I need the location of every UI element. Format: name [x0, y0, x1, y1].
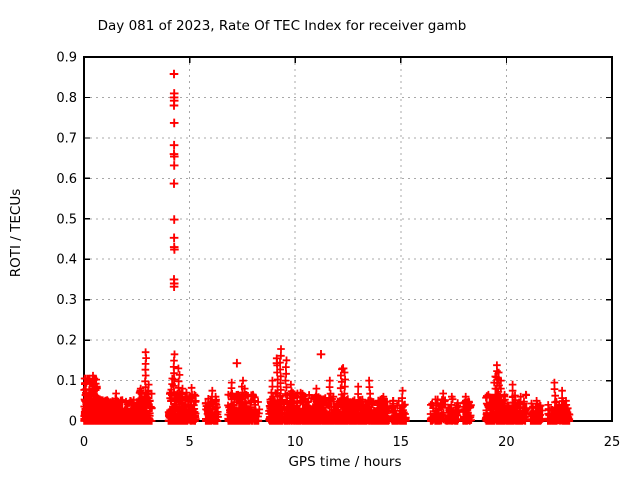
x-axis-label: GPS time / hours — [288, 454, 401, 470]
spike-column-points — [80, 345, 567, 417]
y-tick-label: 0.2 — [56, 334, 77, 349]
plot-border — [83, 56, 613, 422]
outlier-points — [86, 69, 348, 387]
x-tick-label: 20 — [498, 435, 515, 450]
tick-mark — [83, 56, 613, 422]
tick-labels: 0 5 10 15 20 25 0 0.1 0.2 0.3 0.4 0.5 0.6 0.7 0.8 0.9 — [56, 51, 620, 451]
y-tick-label: 0.5 — [56, 212, 77, 227]
axis-ticks — [83, 56, 613, 422]
y-tick-label: 0.8 — [56, 91, 77, 106]
y-tick-label: 0.6 — [56, 172, 77, 187]
y-tick-label: 0.1 — [56, 374, 77, 389]
x-tick-label: 10 — [287, 435, 304, 450]
y-tick-label: 0.4 — [56, 253, 77, 268]
chart-title: Day 081 of 2023, Rate Of TEC Index for r… — [98, 18, 467, 34]
y-tick-label: 0.7 — [56, 131, 77, 146]
y-tick-label: 0.9 — [56, 51, 77, 66]
y-axis-label: ROTI / TECUs — [8, 189, 24, 277]
x-tick-label: 5 — [185, 435, 193, 450]
y-tick-label: 0 — [69, 415, 77, 430]
y-tick-label: 0.3 — [56, 293, 77, 308]
x-tick-label: 0 — [80, 435, 88, 450]
gridlines — [84, 57, 612, 421]
x-tick-label: 25 — [604, 435, 621, 450]
grid-line — [84, 57, 612, 421]
x-tick-label: 15 — [393, 435, 410, 450]
